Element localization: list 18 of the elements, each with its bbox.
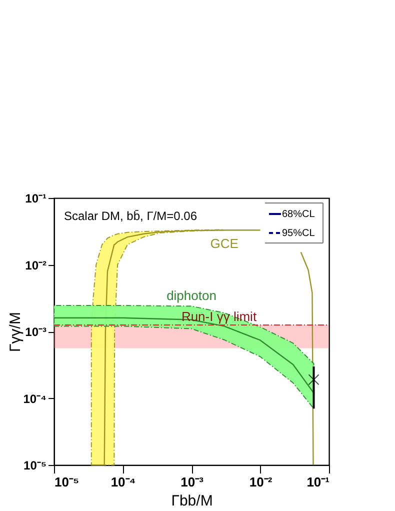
x-tick-label: 10⁻⁵: [54, 474, 80, 490]
y-tick-label: 10⁻³: [25, 325, 47, 339]
annotation: Scalar DM, bb̄, Γ/M=0.06: [64, 209, 198, 223]
y-axis-title: Γγγ/M: [7, 312, 24, 352]
ref-line-label: Run-I γγ limit: [181, 309, 257, 324]
y-tick-label: 10⁻¹: [25, 192, 47, 206]
x-axis-title: Γbb/M: [171, 492, 213, 510]
annotation: 68%CL: [282, 209, 316, 220]
y-tick-label: 10⁻⁵: [24, 458, 46, 472]
series-label: diphoton: [166, 288, 216, 304]
y-tick-label: 10⁻⁴: [23, 392, 47, 406]
x-tick-label: 10⁻¹: [306, 474, 330, 490]
annotation: 95%CL: [282, 228, 316, 239]
x-tick-label: 10⁻²: [249, 474, 273, 490]
y-tick-label: 10⁻²: [25, 258, 47, 272]
series-label: GCE: [210, 236, 239, 252]
x-tick-label: 10⁻⁴: [110, 474, 136, 490]
x-tick-label: 10⁻³: [180, 474, 204, 490]
